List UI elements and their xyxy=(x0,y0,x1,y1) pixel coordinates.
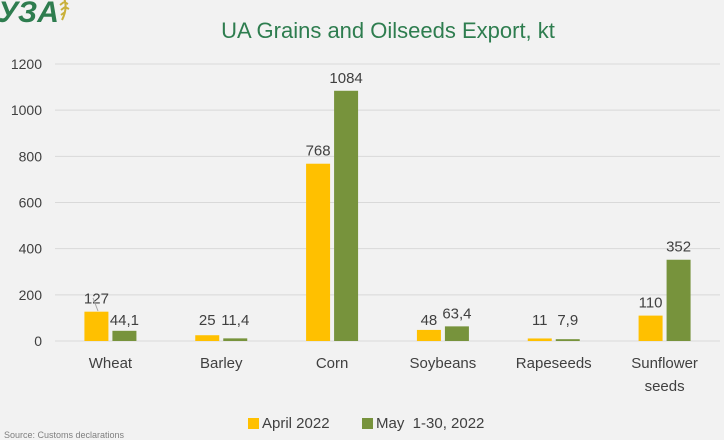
bar-may xyxy=(555,339,580,341)
bar-april xyxy=(195,335,220,341)
gridlines xyxy=(55,63,720,342)
data-label: 44,1 xyxy=(110,312,139,329)
y-axis-ticks: 0 200 400 600 800 1000 1200 xyxy=(11,56,42,349)
x-category-label: Rapeseeds xyxy=(516,355,592,372)
bar-april xyxy=(306,163,331,341)
data-label: 768 xyxy=(306,143,331,160)
bar-april xyxy=(416,329,441,341)
chart-title: UA Grains and Oilseeds Export, kt xyxy=(221,18,555,43)
data-label: 352 xyxy=(666,239,691,256)
x-category-label: Barley xyxy=(200,355,243,372)
source-note: Source: Customs declarations xyxy=(4,430,125,440)
x-category-label: Soybeans xyxy=(410,355,477,372)
legend-swatch-april xyxy=(248,418,259,429)
data-label: 63,4 xyxy=(442,305,471,322)
x-axis-categories: Wheat Barley Corn Soybeans Rapeseeds Sunflowe… xyxy=(89,355,698,395)
data-label: 25 xyxy=(199,312,216,329)
label-leader-line xyxy=(92,297,99,312)
data-label: 11 xyxy=(532,312,548,329)
data-label: 1084 xyxy=(329,70,362,87)
bar-may xyxy=(444,326,469,341)
bar-may xyxy=(112,330,137,341)
data-label: 110 xyxy=(639,295,663,312)
x-category-label: Corn xyxy=(316,355,349,372)
data-label: 11,4 xyxy=(221,312,249,329)
y-tick-label: 1000 xyxy=(11,102,42,118)
bar-april xyxy=(638,315,663,341)
y-tick-label: 0 xyxy=(34,333,42,349)
uza-logo: УЗА xyxy=(0,0,70,29)
data-label: 48 xyxy=(421,312,438,329)
bar-may xyxy=(666,259,691,341)
x-category-label: Sunflower xyxy=(631,355,698,372)
bar-may xyxy=(334,90,359,341)
bar-may xyxy=(223,338,248,341)
y-tick-label: 1200 xyxy=(11,56,42,72)
y-tick-label: 200 xyxy=(19,287,43,303)
data-label: 127 xyxy=(84,291,109,308)
x-category-label: seeds xyxy=(645,378,685,395)
legend-label: April 2022 xyxy=(262,415,330,432)
legend-swatch-may xyxy=(362,418,373,429)
data-label: 7,9 xyxy=(557,312,578,329)
x-category-label: Wheat xyxy=(89,355,133,372)
y-tick-label: 600 xyxy=(19,195,43,211)
y-tick-label: 400 xyxy=(19,241,43,257)
legend-label: May 1-30, 2022 xyxy=(376,415,484,432)
bar-april xyxy=(84,311,109,341)
bars xyxy=(84,90,691,341)
bar-april xyxy=(527,338,552,341)
legend: April 2022 May 1-30, 2022 xyxy=(248,415,484,432)
y-tick-label: 800 xyxy=(19,148,43,164)
wheat-ear-icon xyxy=(59,0,70,21)
logo-text: УЗА xyxy=(0,0,59,29)
